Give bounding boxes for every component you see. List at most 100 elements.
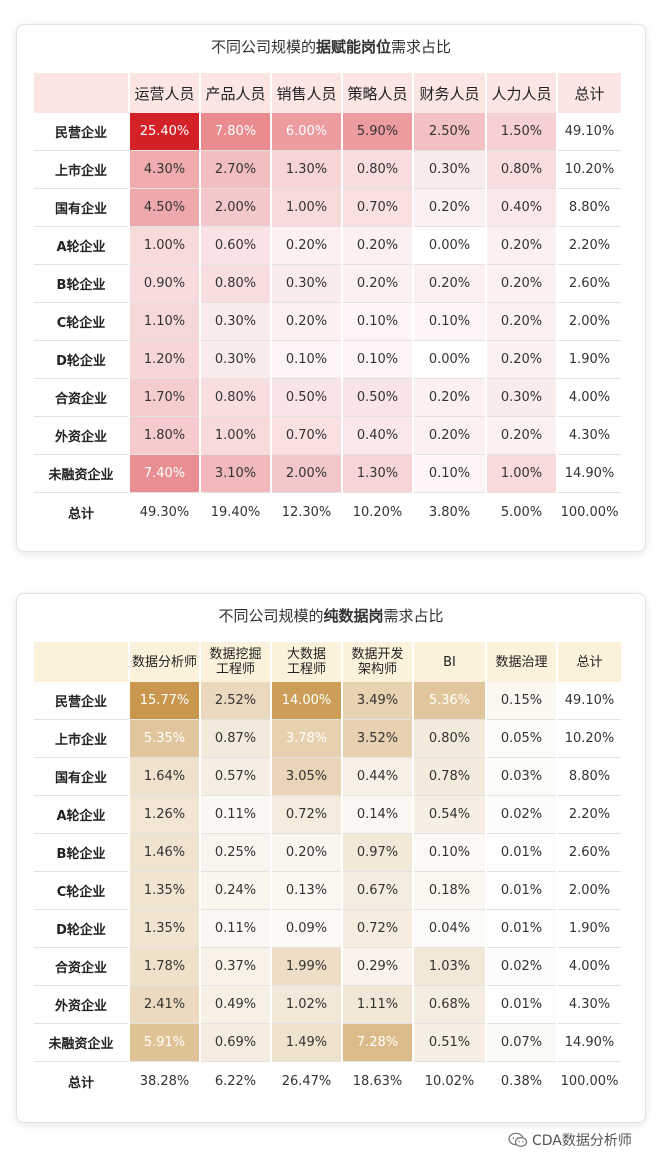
row-total-cell: 1.90%: [556, 340, 621, 379]
row-header: 国有企业: [34, 757, 129, 796]
column-total-cell: 0.38%: [485, 1061, 557, 1100]
row-header: 民营企业: [34, 682, 129, 720]
heatmap-cell: 1.11%: [341, 985, 413, 1024]
heatmap-cell: 4.30%: [128, 150, 200, 189]
row-header: B轮企业: [34, 833, 129, 872]
heatmap-cell: 0.14%: [341, 795, 413, 834]
heatmap-cell: 3.05%: [270, 757, 342, 796]
heatmap-cell: 1.35%: [128, 909, 200, 948]
heatmap-cell: 0.37%: [199, 947, 271, 986]
heatmap-cell: 3.10%: [199, 454, 271, 493]
heatmap-cell: 0.00%: [412, 340, 486, 379]
row-total-cell: 10.20%: [556, 719, 621, 758]
heatmap-cell: 0.70%: [270, 416, 342, 455]
row-header: B轮企业: [34, 264, 129, 303]
table-row: 上市企业 4.30% 2.70% 1.30% 0.80% 0.30% 0.80% 10.20%: [34, 150, 621, 189]
heatmap-cell: 0.80%: [485, 150, 557, 189]
heatmap-cell: 1.35%: [128, 871, 200, 910]
row-header: 外资企业: [34, 416, 129, 455]
heatmap-cell: 1.49%: [270, 1023, 342, 1062]
heatmap-cell: 0.10%: [412, 833, 486, 872]
heatmap-cell: 5.91%: [128, 1023, 200, 1062]
header-corner: [34, 73, 129, 113]
row-header: 上市企业: [34, 150, 129, 189]
heatmap-cell: 2.70%: [199, 150, 271, 189]
heatmap-cell: 0.80%: [199, 378, 271, 417]
row-total-cell: 2.20%: [556, 795, 621, 834]
heatmap-cell: 0.18%: [412, 871, 486, 910]
column-header: 人力人员: [485, 73, 557, 113]
heatmap-cell: 0.20%: [412, 188, 486, 227]
row-total-cell: 49.10%: [556, 113, 621, 151]
row-total-cell: 4.30%: [556, 985, 621, 1024]
heatmap-cell: 5.90%: [341, 113, 413, 151]
heatmap-cell: 5.35%: [128, 719, 200, 758]
column-total-cell: 10.20%: [341, 492, 413, 531]
chart-card-pure-data-roles: 不同公司规模的纯数据岗需求占比 数据分析师 数据挖掘 工程师 大数据 工程师 数据开发 架构…: [16, 593, 646, 1123]
heatmap-cell: 1.64%: [128, 757, 200, 796]
table-row: B轮企业 0.90% 0.80% 0.30% 0.20% 0.20% 0.20% 2.60%: [34, 264, 621, 303]
row-total-cell: 14.90%: [556, 1023, 621, 1062]
column-header: 产品人员: [199, 73, 271, 113]
heatmap-cell: 0.10%: [341, 340, 413, 379]
heatmap-cell: 7.40%: [128, 454, 200, 493]
heatmap-cell: 7.80%: [199, 113, 271, 151]
heatmap-cell: 2.41%: [128, 985, 200, 1024]
heatmap-cell: 0.13%: [270, 871, 342, 910]
heatmap-cell: 0.40%: [485, 188, 557, 227]
table-row: D轮企业 1.20% 0.30% 0.10% 0.10% 0.00% 0.20% 1.90%: [34, 340, 621, 379]
row-total-cell: 4.00%: [556, 378, 621, 417]
heatmap-cell: 0.78%: [412, 757, 486, 796]
heatmap-cell: 0.50%: [341, 378, 413, 417]
heatmap-cell: 25.40%: [128, 113, 200, 151]
heatmap-cell: 14.00%: [270, 682, 342, 720]
heatmap-cell: 1.70%: [128, 378, 200, 417]
heatmap-cell: 0.10%: [412, 302, 486, 341]
heatmap-cell: 1.00%: [485, 454, 557, 493]
column-header: BI: [412, 642, 486, 682]
heatmap-cell: 1.30%: [270, 150, 342, 189]
heatmap-cell: 0.20%: [485, 264, 557, 303]
table-row: 未融资企业 5.91% 0.69% 1.49% 7.28% 0.51% 0.07% 14.90…: [34, 1023, 621, 1062]
table-row: A轮企业 1.26% 0.11% 0.72% 0.14% 0.54% 0.02% 2.20%: [34, 795, 621, 834]
heatmap-cell: 1.30%: [341, 454, 413, 493]
heatmap-cell: 0.10%: [341, 302, 413, 341]
row-total-cell: 1.90%: [556, 909, 621, 948]
row-total-cell: 49.10%: [556, 682, 621, 720]
heatmap-cell: 7.28%: [341, 1023, 413, 1062]
row-total-cell: 2.60%: [556, 833, 621, 872]
chart-title-highlight: 据赋能岗位: [315, 38, 391, 56]
row-header: 未融资企业: [34, 454, 129, 493]
row-header: 合资企业: [34, 947, 129, 986]
heatmap-cell: 0.80%: [412, 719, 486, 758]
heatmap-cell: 1.78%: [128, 947, 200, 986]
row-total-cell: 2.60%: [556, 264, 621, 303]
table-row: B轮企业 1.46% 0.25% 0.20% 0.97% 0.10% 0.01% 2.60%: [34, 833, 621, 872]
chart-card-data-enabled-roles: 不同公司规模的据赋能岗位需求占比 运营人员 产品人员 销售人员 策略人员 财务人员 人力人…: [16, 24, 646, 552]
heatmap-cell: 0.00%: [412, 226, 486, 265]
watermark-text: CDA数据分析师: [532, 1133, 632, 1149]
column-total-cell: 6.22%: [199, 1061, 271, 1100]
row-header: 上市企业: [34, 719, 129, 758]
table-row: C轮企业 1.35% 0.24% 0.13% 0.67% 0.18% 0.01% 2.00%: [34, 871, 621, 910]
heatmap-cell: 0.20%: [485, 302, 557, 341]
column-total-cell: 5.00%: [485, 492, 557, 531]
heatmap-cell: 0.50%: [270, 378, 342, 417]
heatmap-cell: 0.51%: [412, 1023, 486, 1062]
heatmap-cell: 0.72%: [270, 795, 342, 834]
heatmap-cell: 0.20%: [270, 833, 342, 872]
row-total-cell: 4.00%: [556, 947, 621, 986]
row-header: 民营企业: [34, 113, 129, 151]
column-total-cell: 100.00%: [556, 492, 621, 531]
heatmap-cell: 0.25%: [199, 833, 271, 872]
heatmap-cell: 2.00%: [270, 454, 342, 493]
heatmap-cell: 0.09%: [270, 909, 342, 948]
heatmap-cell: 0.20%: [341, 264, 413, 303]
heatmap-cell: 1.26%: [128, 795, 200, 834]
heatmap-cell: 3.52%: [341, 719, 413, 758]
heatmap-cell: 0.20%: [412, 416, 486, 455]
heatmap-table: 运营人员 产品人员 销售人员 策略人员 财务人员 人力人员 总计 民营企业 25.40% 7.80…: [34, 73, 621, 531]
wechat-icon: [508, 1132, 528, 1148]
heatmap-cell: 0.05%: [485, 719, 557, 758]
column-total-cell: 10.02%: [412, 1061, 486, 1100]
